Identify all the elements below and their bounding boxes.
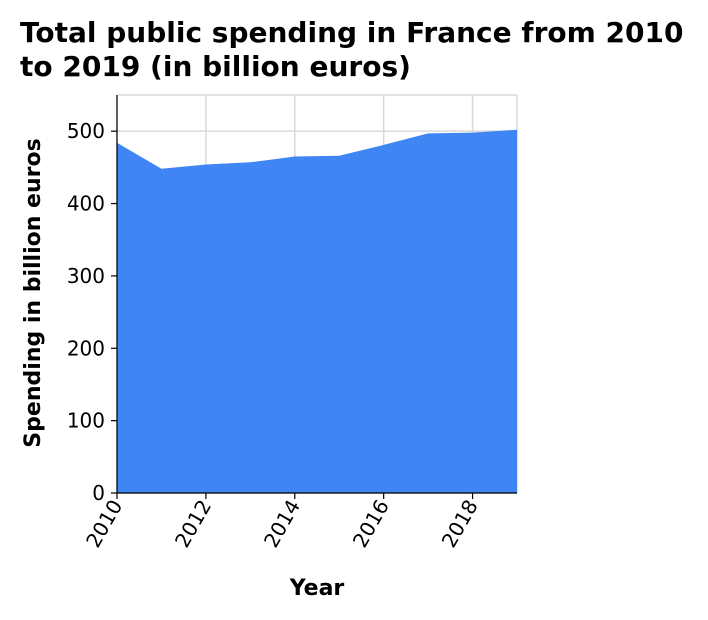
y-tick-label-300: 300 <box>67 264 105 288</box>
x-tick-label-2014: 2014 <box>259 496 305 552</box>
axes <box>111 95 517 499</box>
chart-title-line-2: to 2019 (in billion euros) <box>20 50 411 83</box>
y-axis-label: Spending in billion euros <box>21 138 46 447</box>
x-tick-label-2010: 2010 <box>81 496 127 552</box>
x-tick-labels: 2010 2012 2014 2016 2018 <box>81 496 483 552</box>
x-tick-label-2018: 2018 <box>437 496 483 552</box>
y-tick-label-100: 100 <box>67 409 105 433</box>
y-tick-label-0: 0 <box>92 481 105 505</box>
spending-area <box>117 129 517 493</box>
y-tick-labels: 0 100 200 300 400 500 <box>67 119 105 505</box>
x-axis-label: Year <box>289 576 345 601</box>
x-tick-label-2016: 2016 <box>348 496 394 552</box>
chart-title-line-1: Total public spending in France from 201… <box>20 16 683 49</box>
y-tick-label-500: 500 <box>67 119 105 143</box>
x-tick-label-2012: 2012 <box>170 496 216 552</box>
y-tick-label-200: 200 <box>67 336 105 360</box>
y-tick-label-400: 400 <box>67 192 105 216</box>
